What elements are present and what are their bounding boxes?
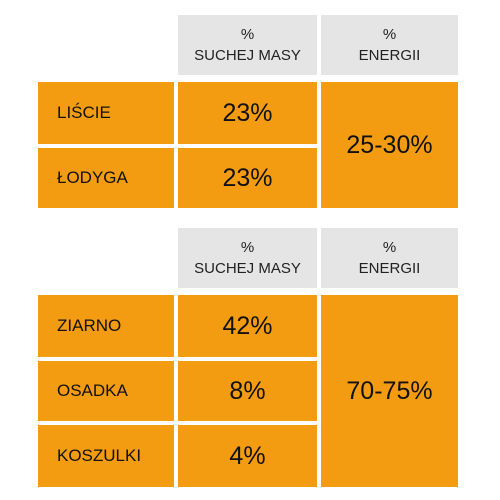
table2-row-dry-mass: 42% bbox=[178, 295, 317, 357]
table1-header-dry-mass-symbol: % bbox=[240, 26, 255, 43]
table2-row-label: KOSZULKI bbox=[38, 425, 174, 487]
table2-energy-value: 70-75% bbox=[321, 295, 458, 487]
table2-row-dry-mass: 4% bbox=[178, 425, 317, 487]
table1-header-energy-symbol: % bbox=[382, 26, 397, 43]
table2-header-dry-mass: % SUCHEJ MASY bbox=[178, 228, 317, 288]
table2-header-dry-mass-symbol: % bbox=[240, 239, 255, 256]
table1-header-energy: % ENERGII bbox=[321, 15, 458, 75]
table2-header-energy: % ENERGII bbox=[321, 228, 458, 288]
table2-row-label: ZIARNO bbox=[38, 295, 174, 357]
table2-header-energy-label: ENERGII bbox=[358, 260, 421, 277]
table2-row-dry-mass: 8% bbox=[178, 361, 317, 421]
table1-row-label: ŁODYGA bbox=[38, 148, 174, 208]
table1-row-label: LIŚCIE bbox=[38, 82, 174, 144]
table1-header-dry-mass-label: SUCHEJ MASY bbox=[194, 47, 301, 64]
table1-row-dry-mass: 23% bbox=[178, 82, 317, 144]
table2-header-dry-mass-label: SUCHEJ MASY bbox=[194, 260, 301, 277]
table1-energy-value: 25-30% bbox=[321, 82, 458, 208]
table2-header-energy-symbol: % bbox=[382, 239, 397, 256]
table2-row-label: OSADKA bbox=[38, 361, 174, 421]
table1-header-energy-label: ENERGII bbox=[358, 47, 421, 64]
table1-header-dry-mass: % SUCHEJ MASY bbox=[178, 15, 317, 75]
table1-row-dry-mass: 23% bbox=[178, 148, 317, 208]
